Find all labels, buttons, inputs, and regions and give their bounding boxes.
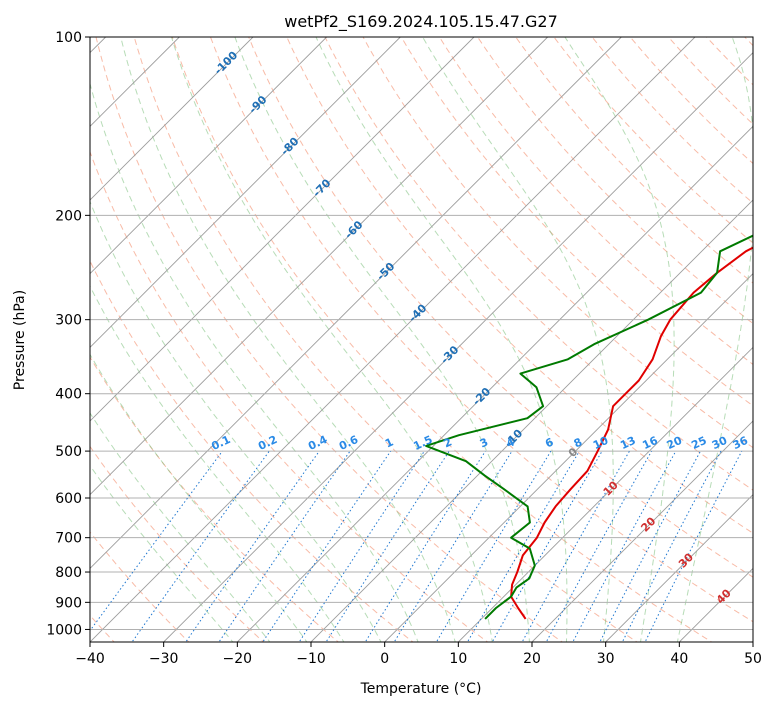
- mixing-ratio-line: [131, 450, 270, 642]
- chart-title: wetPf2_S169.2024.105.15.47.G27: [284, 12, 558, 32]
- x-tick-label: −30: [149, 651, 179, 667]
- x-tick-label: −10: [296, 651, 326, 667]
- mixing-ratio-line: [572, 450, 677, 642]
- pressure-grid-lines: [90, 37, 753, 630]
- x-tick-label: 10: [449, 651, 467, 667]
- mixing-ratio-line: [325, 450, 450, 642]
- isotherm-line: [90, 37, 696, 642]
- isotherm-line: [90, 37, 548, 496]
- dry-adiabat-line: [90, 259, 414, 642]
- isotherm-line: [90, 37, 475, 422]
- isotherm-line: [163, 52, 753, 642]
- dry-adiabat-line: [90, 150, 489, 642]
- isotherm-line: [384, 273, 753, 642]
- dewpoint-profile-line: [425, 234, 753, 620]
- mixing-ratio-line: [262, 450, 392, 642]
- y-tick-label: 1000: [46, 622, 82, 638]
- mixing-ratio-line: [466, 450, 580, 642]
- y-tick-label: 900: [55, 595, 82, 611]
- plot-area: -100-90-80-70-60-50-40-30-20-10010203040…: [90, 37, 753, 642]
- profile-series: [425, 234, 753, 620]
- mixing-ratio-label: 30: [710, 434, 730, 452]
- mixing-ratio-line: [90, 450, 223, 632]
- y-tick-label: 300: [55, 313, 82, 329]
- isotherm-line: [90, 37, 622, 569]
- mixing-ratio-label: 20: [665, 434, 685, 452]
- mixing-ratio-label: 25: [689, 434, 708, 452]
- y-tick-label: 600: [55, 491, 82, 507]
- mixing-ratio-line: [364, 450, 486, 642]
- x-tick-label: 40: [670, 651, 688, 667]
- y-tick-label: 500: [55, 444, 82, 460]
- x-tick-label: −40: [75, 651, 105, 667]
- isotherm-line: [90, 37, 327, 275]
- y-axis-label: Pressure (hPa): [12, 290, 28, 390]
- isotherm-line: [458, 346, 753, 642]
- isotherm-lines: [90, 37, 753, 642]
- mixing-ratio-line: [393, 450, 513, 642]
- y-tick-label: 400: [55, 387, 82, 403]
- y-tick-label: 100: [55, 30, 82, 46]
- mixing-ratio-line: [185, 450, 320, 642]
- y-tick-label: 700: [55, 531, 82, 547]
- x-tick-label: 30: [597, 651, 615, 667]
- isotherm-line: [605, 494, 753, 642]
- mixing-ratio-label: 36: [731, 434, 751, 452]
- isotherm-line: [237, 125, 753, 642]
- mixing-ratio-label: 16: [640, 434, 660, 452]
- temperature-profile-line: [510, 246, 753, 620]
- y-tick-label: 800: [55, 565, 82, 581]
- x-axis-ticks: −40 −30 −20 −10 0 10 20 30 40 50: [75, 642, 762, 667]
- x-tick-label: −20: [223, 651, 253, 667]
- isotherm-line: [90, 37, 401, 348]
- isotherm-line: [90, 37, 254, 201]
- x-tick-label: 0: [380, 651, 389, 667]
- moist-adiabat-line: [90, 200, 382, 642]
- mixing-ratio-line: [599, 450, 701, 642]
- x-tick-label: 50: [744, 651, 762, 667]
- mixing-ratio-label-group: 0.1 0.2 0.4 0.6 1 1.5 2 3 4 6 8 10 13 16 20 25 30 36: [209, 433, 750, 453]
- y-axis-ticks: 100 200 300 400 500 600 700 800 900 1000: [46, 30, 90, 638]
- plot-frame: [89, 36, 754, 643]
- mixing-ratio-label: 10: [591, 434, 611, 452]
- isotherm-line: [531, 420, 753, 642]
- moist-adiabat-line: [90, 81, 419, 642]
- x-axis-label: Temperature (°C): [360, 681, 482, 697]
- mixing-ratio-lines: [90, 450, 743, 642]
- mixing-ratio-line: [218, 450, 351, 642]
- mixing-ratio-line: [621, 450, 722, 642]
- mixing-ratio-label: 13: [618, 434, 637, 452]
- isotherm-line: [310, 199, 753, 642]
- mixing-ratio-line: [298, 450, 425, 642]
- x-tick-label: 20: [523, 651, 541, 667]
- y-tick-label: 200: [55, 208, 82, 224]
